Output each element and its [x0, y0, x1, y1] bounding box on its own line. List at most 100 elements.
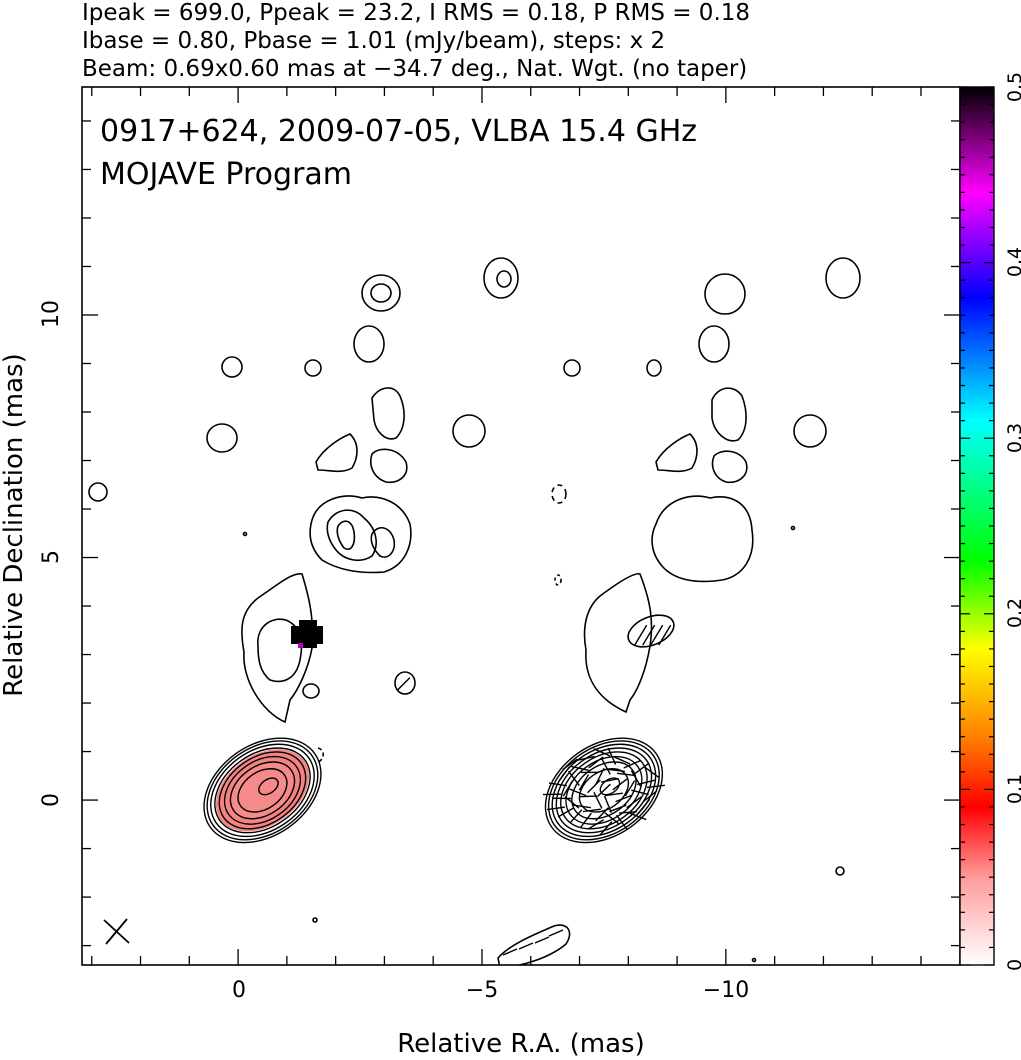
jet-contour — [704, 273, 746, 315]
polarization-vector — [607, 747, 617, 765]
jet-contour — [497, 924, 571, 965]
jet-contour — [370, 527, 396, 558]
polarization-vector — [502, 948, 518, 956]
jet-contour — [394, 671, 416, 695]
jet-contour — [452, 414, 486, 448]
polarization-vector — [624, 780, 636, 797]
axis-ticks — [82, 87, 960, 965]
polarization-vector — [518, 942, 534, 950]
polarization-vector — [579, 812, 592, 828]
core-contour-left — [214, 747, 311, 834]
jet-contour — [655, 433, 698, 473]
jet-contour — [698, 325, 730, 363]
polarization-vector — [609, 804, 627, 813]
polarization-vector — [650, 624, 664, 646]
jet-contour — [483, 257, 519, 299]
polarization-vector — [631, 789, 649, 796]
jet-contour — [257, 618, 303, 683]
jet-contour — [496, 270, 512, 288]
polarization-vector — [658, 624, 672, 646]
polarization-vector — [596, 783, 611, 798]
jet-contour — [302, 683, 320, 699]
polarization-vector — [603, 795, 612, 813]
polarization-vector — [562, 780, 574, 797]
core-contour-right — [571, 761, 637, 820]
core-contour-left — [203, 737, 322, 844]
polarization-vector — [629, 812, 647, 821]
polarization-vector — [626, 796, 642, 809]
header-line-3: Beam: 0.69x0.60 mas at −34.7 deg., Nat. … — [82, 56, 747, 82]
jet-contour — [554, 574, 562, 586]
total-intensity-contours — [88, 257, 861, 965]
core-contour-left — [218, 751, 307, 830]
polarization-vector — [600, 777, 619, 783]
plot-frame — [81, 86, 961, 966]
jet-contour — [370, 283, 392, 303]
jet-contour — [790, 525, 796, 531]
polarization-peak-patch — [291, 620, 323, 648]
jet-contour — [315, 433, 358, 473]
polarization-vector — [562, 758, 578, 771]
polarization-vector — [569, 809, 583, 824]
polarization-vector — [548, 929, 564, 937]
jet-contour — [825, 257, 861, 299]
polarization-vector — [613, 756, 631, 765]
jet-contour — [88, 482, 108, 502]
polarization-vector — [612, 778, 628, 791]
contour-map — [88, 257, 861, 965]
y-tick-label: 0 — [39, 793, 64, 807]
polarization-vector — [618, 811, 637, 814]
jet-contour — [835, 866, 845, 876]
x-tick-label: −5 — [466, 978, 498, 1003]
jet-contour — [711, 387, 747, 442]
y-tick-label: 5 — [39, 550, 64, 564]
jet-contour — [241, 573, 314, 724]
core-contour-left — [223, 755, 302, 825]
polarization-vector — [593, 791, 603, 809]
jet-contour — [793, 414, 827, 448]
core-contour-left — [210, 743, 315, 838]
core-contour-right — [551, 743, 657, 838]
source-title: 0917+624, 2009-07-05, VLBA 15.4 GHz — [100, 114, 697, 149]
program-title: MOJAVE Program — [100, 157, 352, 192]
jet-contour — [336, 520, 356, 550]
fractional-polarization-fill — [215, 749, 310, 832]
polarization-vector — [634, 624, 648, 646]
polarization-vectors — [397, 624, 672, 956]
polarization-vector — [623, 760, 641, 769]
polarization-vector — [606, 768, 625, 773]
polarization-vector — [604, 812, 620, 825]
x-tick-label: −10 — [703, 978, 749, 1003]
polarization-vector — [569, 788, 587, 797]
polarization-vector — [616, 772, 635, 777]
polarization-vector — [578, 795, 597, 798]
jet-contour — [583, 573, 653, 714]
polarization-vector — [578, 774, 590, 791]
colorbar-ticks — [960, 86, 994, 966]
polarization-vector — [637, 798, 651, 814]
polarization-vector — [595, 807, 609, 822]
x-axis-label: Relative R.A. (mas) — [397, 1029, 644, 1059]
jet-contour — [551, 484, 567, 504]
core-contour-right — [560, 751, 648, 830]
jet-contour — [221, 356, 243, 378]
polarization-vector — [587, 779, 601, 794]
polarization-vector — [601, 758, 611, 775]
colorbar-tick-label: 0.2 — [1004, 598, 1021, 628]
jet-contour — [304, 359, 322, 377]
colorbar-tick-label: 0.5 — [1004, 72, 1021, 102]
jet-contour — [627, 614, 675, 648]
jet-contour — [206, 423, 238, 453]
jet-contour — [563, 359, 581, 377]
polarization-vector — [567, 770, 580, 786]
jet-contour — [309, 495, 412, 574]
polarization-vector — [546, 806, 565, 811]
polarization-vector — [599, 821, 613, 836]
polarization-vector — [637, 779, 655, 786]
polarization-vector — [616, 814, 628, 831]
polarization-vector — [397, 677, 411, 691]
jet-contour — [242, 531, 248, 537]
polarization-vector — [588, 756, 604, 769]
core-contour-left — [237, 768, 288, 813]
jet-contour — [371, 387, 405, 440]
